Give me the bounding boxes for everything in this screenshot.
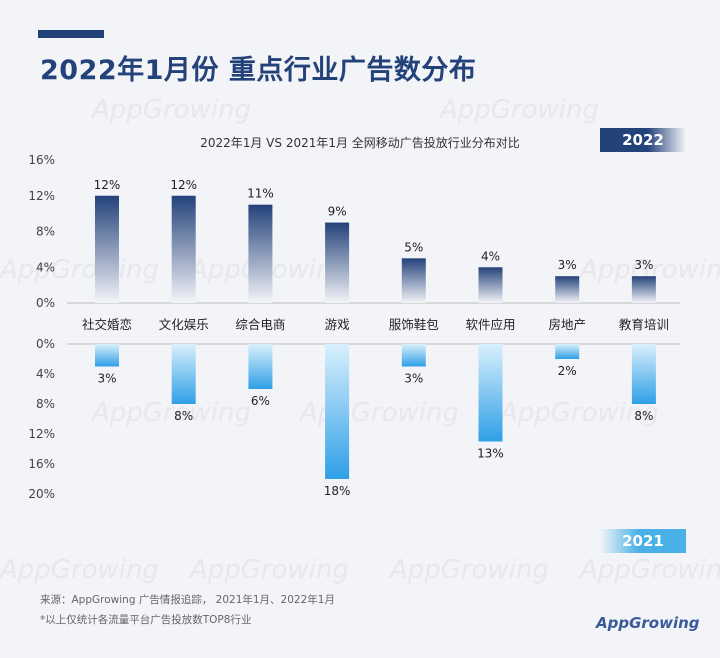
data-label-2021: 2% — [558, 364, 577, 378]
bar-2021 — [171, 344, 196, 404]
bar-2022 — [95, 195, 119, 303]
category-label: 软件应用 — [465, 317, 515, 332]
data-label-2021: 6% — [251, 394, 270, 408]
data-label-2021: 3% — [97, 372, 116, 386]
y-tick-label-2021: 0% — [36, 337, 55, 351]
year-badge-2021: 2021 — [600, 529, 686, 553]
bar-2021 — [478, 344, 503, 442]
bar-2021 — [631, 344, 656, 404]
bar-2022 — [555, 276, 580, 303]
bar-2021 — [248, 344, 273, 389]
category-label: 教育培训 — [619, 317, 669, 332]
bar-2022 — [171, 195, 196, 303]
bar-2022 — [325, 222, 350, 303]
title-accent-bar — [38, 30, 104, 38]
data-label-2022: 12% — [170, 178, 197, 192]
data-label-2021: 3% — [404, 372, 423, 386]
brand-logo-app: App — [596, 614, 630, 632]
bar-2021 — [401, 344, 426, 367]
data-label-2022: 3% — [634, 258, 653, 272]
data-label-2021: 13% — [477, 447, 504, 461]
bar-2022 — [248, 204, 273, 303]
data-label-2021: 8% — [634, 409, 653, 423]
bar-2021 — [95, 344, 119, 367]
brand-logo: AppGrowing — [596, 614, 700, 632]
y-tick-label-2021: 16% — [28, 457, 55, 471]
data-label-2021: 8% — [174, 409, 193, 423]
y-tick-label-2022: 16% — [28, 153, 55, 167]
data-label-2022: 5% — [404, 240, 423, 254]
data-label-2022: 12% — [94, 178, 121, 192]
page-title: 2022年1月份 重点行业广告数分布 — [40, 55, 477, 86]
y-tick-label-2021: 8% — [36, 397, 55, 411]
data-label-2022: 11% — [247, 187, 274, 201]
y-tick-label-2022: 0% — [36, 296, 55, 310]
data-label-2022: 3% — [558, 258, 577, 272]
y-tick-label-2022: 8% — [36, 225, 55, 239]
bar-2022 — [478, 267, 503, 303]
bar-2021 — [555, 344, 580, 359]
data-label-2021: 18% — [324, 484, 351, 498]
data-label-2022: 9% — [328, 205, 347, 219]
category-label: 游戏 — [325, 317, 350, 332]
category-label: 综合电商 — [235, 317, 285, 332]
brand-logo-growing: Growing — [629, 614, 700, 632]
chart-subtitle: 2022年1月 VS 2021年1月 全网移动广告投放行业分布对比 — [200, 136, 520, 150]
footnote: *以上仅统计各流量平台广告投放数TOP8行业 — [40, 614, 252, 626]
category-label: 社交婚恋 — [82, 317, 132, 332]
year-badge-2022: 2022 — [600, 128, 686, 152]
y-tick-label-2021: 12% — [28, 427, 55, 441]
y-tick-label-2021: 4% — [36, 367, 55, 381]
category-label: 房地产 — [548, 317, 586, 332]
data-label-2022: 4% — [481, 249, 500, 263]
category-label: 文化娱乐 — [159, 317, 209, 332]
source-note: 来源：AppGrowing 广告情报追踪， 2021年1月、2022年1月 — [40, 594, 335, 606]
y-tick-label-2022: 12% — [28, 189, 55, 203]
bar-2021 — [325, 344, 350, 479]
category-label: 服饰鞋包 — [389, 317, 439, 332]
y-tick-label-2022: 4% — [36, 260, 55, 274]
bar-2022 — [401, 258, 426, 303]
bar-2022 — [631, 276, 656, 303]
y-tick-label-2021: 20% — [28, 487, 55, 501]
